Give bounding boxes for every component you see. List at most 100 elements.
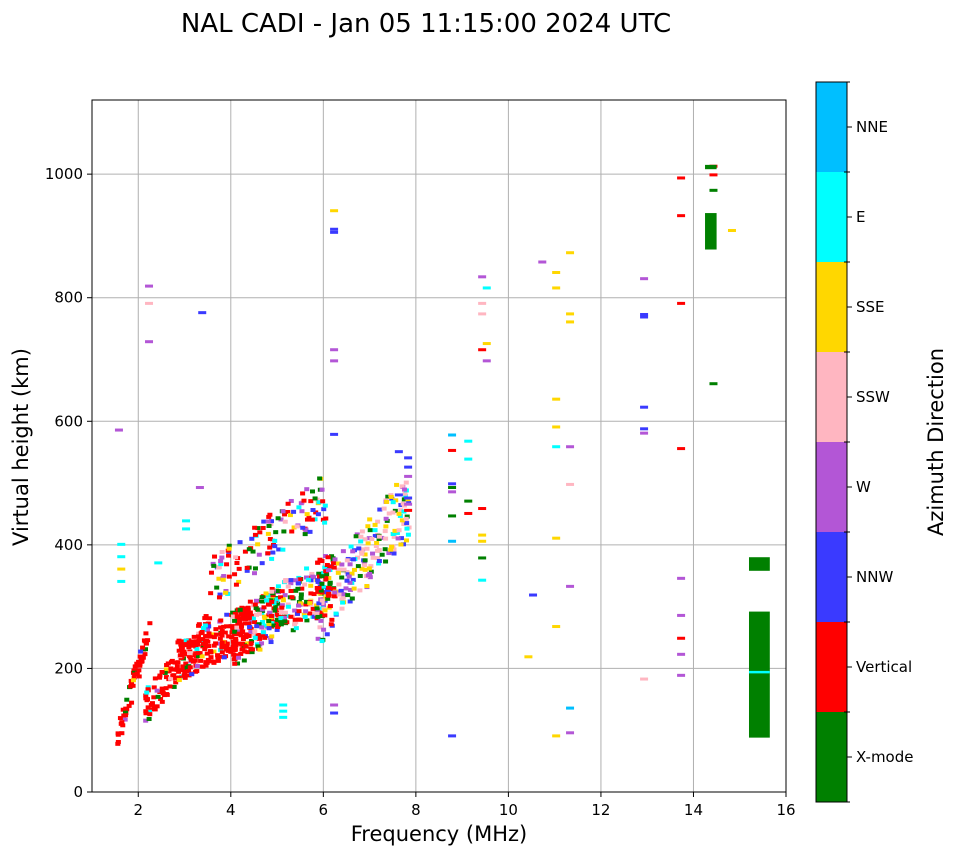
echo-point: [396, 511, 402, 516]
echo-point: [330, 560, 336, 565]
echo-point: [190, 643, 196, 648]
echo-point: [206, 624, 212, 629]
x-tick-label: 12: [591, 801, 610, 819]
colorbar-segment: [816, 442, 847, 532]
echo-point: [394, 450, 403, 454]
echo-point: [145, 638, 151, 643]
echo-point: [310, 489, 316, 494]
echo-point: [194, 647, 200, 652]
echo-point: [154, 704, 160, 709]
echo-point: [247, 624, 253, 629]
echo-point: [316, 601, 322, 606]
echo-point: [315, 512, 321, 517]
echo-point: [332, 557, 338, 562]
colorbar-category-label: X-mode: [856, 748, 913, 766]
echo-point: [252, 571, 258, 576]
echo-point: [193, 639, 199, 644]
echo-point: [213, 641, 219, 646]
echo-point: [232, 572, 238, 577]
echo-point: [359, 566, 365, 571]
echo-point: [325, 568, 331, 573]
colorbar-segment: [816, 352, 847, 442]
echo-point: [399, 484, 405, 489]
echo-point: [336, 592, 342, 597]
colorbar-segment: [816, 622, 847, 712]
echo-point: [243, 644, 249, 649]
echo-point: [288, 581, 294, 586]
echo-point: [224, 624, 230, 629]
echo-point: [296, 617, 302, 622]
echo-point: [308, 499, 314, 504]
echo-point: [322, 613, 328, 618]
echo-point: [267, 512, 273, 517]
echo-point: [279, 715, 288, 719]
echo-point: [208, 655, 214, 660]
echo-point: [362, 567, 368, 572]
echo-point: [677, 576, 686, 580]
colorbar-category-label: SSW: [856, 388, 890, 406]
echo-point: [157, 673, 163, 678]
echo-point: [168, 666, 174, 671]
echo-point: [297, 577, 303, 582]
echo-point: [203, 614, 209, 619]
echo-point: [219, 555, 225, 560]
echo-point: [329, 554, 335, 559]
echo-point: [157, 675, 163, 680]
echo-point: [255, 644, 261, 649]
echo-point: [322, 503, 328, 508]
echo-point: [194, 663, 200, 668]
echo-point: [273, 530, 279, 535]
echo-point: [196, 638, 202, 643]
echo-point: [146, 717, 152, 722]
echo-point: [316, 585, 322, 590]
echo-point: [677, 636, 686, 640]
echo-point: [384, 499, 390, 504]
echo-point: [448, 490, 457, 494]
echo-point: [123, 710, 129, 715]
echo-point: [351, 567, 357, 572]
echo-point: [404, 508, 413, 512]
echo-point: [640, 277, 649, 281]
echo-point: [478, 507, 487, 511]
echo-point: [252, 566, 258, 571]
echo-point: [328, 622, 334, 627]
echo-point: [319, 574, 325, 579]
echo-point: [448, 539, 457, 543]
echo-point: [256, 552, 262, 557]
echo-point: [242, 649, 248, 654]
echo-point: [155, 694, 161, 699]
echo-point: [262, 623, 268, 628]
echo-point: [321, 585, 327, 590]
echo-point: [308, 591, 314, 596]
echo-bar: [705, 213, 717, 250]
echo-point: [330, 209, 339, 213]
echo-point: [137, 663, 143, 668]
echo-point: [372, 528, 378, 533]
echo-point: [347, 562, 353, 567]
echo-point: [330, 227, 339, 231]
echo-point: [677, 301, 686, 305]
echo-point: [282, 579, 288, 584]
echo-point: [259, 607, 265, 612]
echo-point: [336, 582, 342, 587]
echo-point: [301, 612, 307, 617]
echo-point: [552, 536, 561, 540]
echo-point: [232, 661, 238, 666]
echo-point: [272, 538, 278, 543]
echo-point: [145, 340, 154, 344]
echo-point: [331, 587, 337, 592]
echo-point: [296, 505, 302, 510]
echo-point: [180, 664, 186, 669]
echo-point: [244, 568, 250, 573]
echo-point: [398, 542, 404, 547]
echo-point: [345, 593, 351, 598]
echo-point: [332, 590, 338, 595]
echo-point: [318, 588, 324, 593]
echo-point: [218, 562, 224, 567]
echo-point: [314, 606, 320, 611]
echo-point: [304, 487, 310, 492]
echo-point: [208, 591, 214, 596]
echo-point: [349, 571, 355, 576]
echo-point: [298, 601, 304, 606]
echo-point: [248, 629, 254, 634]
